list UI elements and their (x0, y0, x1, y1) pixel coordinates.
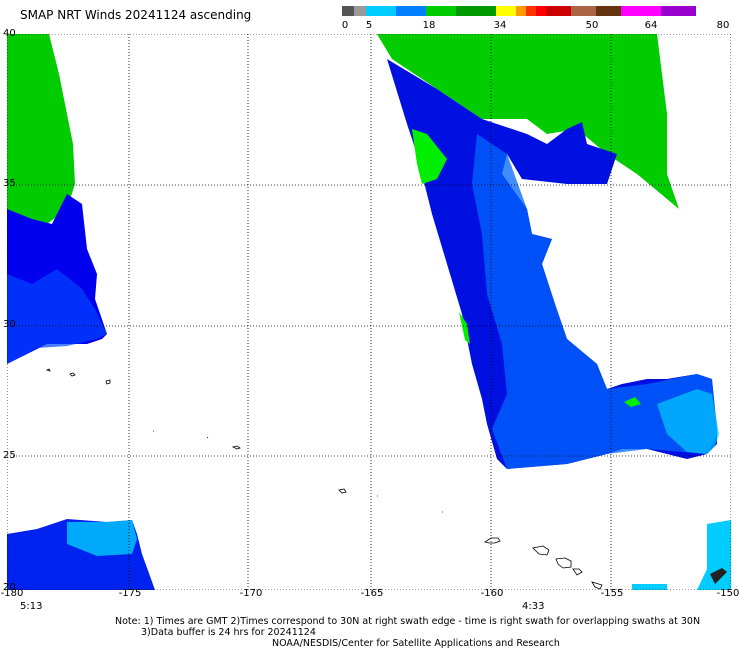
wind-map (7, 34, 731, 590)
lat-label: 30 (3, 319, 16, 330)
scale-swatch (621, 6, 661, 16)
lon-label: -175 (118, 588, 142, 599)
wind-region-light-blue (7, 269, 107, 364)
scale-swatch (342, 6, 354, 16)
scale-label: 5 (365, 20, 373, 31)
lon-label: -150 (716, 588, 740, 599)
scale-label: 0 (341, 20, 349, 31)
scale-swatch (456, 6, 496, 16)
lon-label: -170 (239, 588, 263, 599)
scale-swatch (396, 6, 426, 16)
lon-label: -180 (0, 588, 24, 599)
scale-swatch (661, 6, 696, 16)
wind-region-green (7, 34, 75, 224)
scale-swatch (571, 6, 596, 16)
wind-region-dark (710, 568, 727, 584)
wind-region-green-small (412, 129, 447, 184)
lat-label: 25 (3, 450, 16, 461)
wind-region-cyan (632, 584, 667, 590)
wind-region-light-blue (472, 134, 717, 469)
note-line: Note: 1) Times are GMT 2)Times correspon… (115, 616, 701, 627)
note-line: 3)Data buffer is 24 hrs for 20241124 (141, 627, 316, 638)
lat-label: 35 (3, 178, 16, 189)
swath-time-left: 5:13 (20, 601, 43, 612)
scale-swatch (546, 6, 571, 16)
island-outlines (45, 368, 603, 590)
scale-swatch (426, 6, 456, 16)
lon-label: -165 (360, 588, 384, 599)
scale-swatch (496, 6, 516, 16)
wind-region-cyan (67, 520, 137, 556)
credit-line: NOAA/NESDIS/Center for Satellite Applica… (272, 638, 560, 649)
scale-swatch (354, 6, 366, 16)
wind-swath-left (7, 34, 155, 590)
map-title: SMAP NRT Winds 20241124 ascending (20, 8, 252, 22)
scale-swatch (596, 6, 621, 16)
scale-swatch (516, 6, 526, 16)
lon-label: -160 (480, 588, 504, 599)
wind-region-cyan (657, 389, 719, 454)
scale-label: 34 (493, 20, 507, 31)
wind-region-green-small (624, 397, 641, 407)
wind-region-blue (387, 59, 717, 469)
wind-swath-right (377, 34, 731, 590)
scale-label: 50 (585, 20, 599, 31)
scale-labels: 0 5 18 34 50 64 80 (0, 20, 740, 32)
wind-speed-color-scale (342, 6, 728, 16)
scale-swatch (536, 6, 546, 16)
wind-region-green-small (459, 312, 470, 344)
lat-label: 40 (3, 28, 16, 39)
scale-label: 18 (422, 20, 436, 31)
scale-swatch (366, 6, 396, 16)
graticule (7, 34, 731, 590)
lon-label: -155 (600, 588, 624, 599)
swath-time-right: 4:33 (522, 601, 545, 612)
lat-label: 20 (3, 582, 16, 593)
scale-label: 64 (644, 20, 658, 31)
scale-label: 80 (716, 20, 730, 31)
wind-region-green (377, 34, 679, 209)
scale-swatch (526, 6, 536, 16)
